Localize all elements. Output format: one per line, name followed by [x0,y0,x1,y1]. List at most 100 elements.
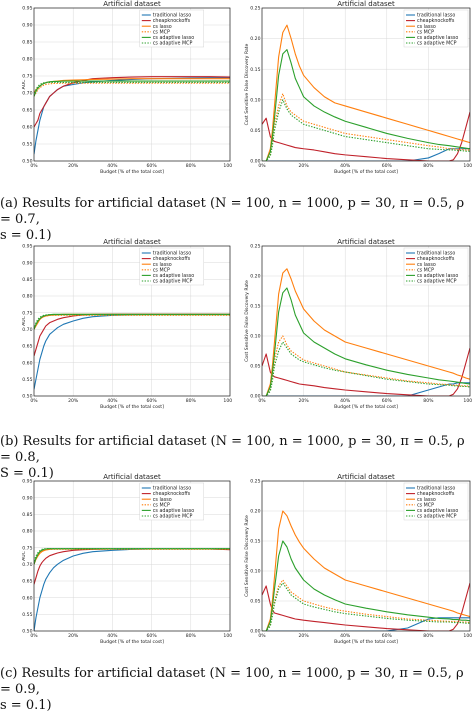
y-tick-label: 0.70 [22,327,32,333]
series-line-cs-adaptive-lasso [34,80,230,97]
series-line-cs-mcp [34,548,230,565]
legend-label: cs adaptive lasso [417,35,458,41]
legend-label: traditional lasso [153,251,191,257]
chart-title: Artificial dataset [337,238,395,246]
y-tick-label: 0.05 [250,364,260,370]
y-tick-label: 0.05 [250,599,260,605]
y-tick-label: 0.85 [22,40,32,46]
y-tick-label: 0.50 [22,394,32,400]
legend-label: cheapknockoffs [417,18,455,24]
legend-label: traditional lasso [153,486,191,492]
chart-title: Artificial dataset [103,238,161,246]
legend-label: cs adaptive lasso [153,35,194,41]
legend-label: cs adaptive MCP [417,279,457,285]
y-axis-label: AUC [22,80,27,90]
y-tick-label: 0.75 [22,74,32,80]
series-line-cs-lasso [262,24,470,161]
series-line-cs-adaptive-mcp [34,314,230,330]
legend-label: traditional lasso [417,251,455,257]
y-axis-label: Cost Sensitive False Discovery Rate [244,43,250,125]
legend-label: cs adaptive MCP [417,41,457,47]
legend-label: cs adaptive MCP [153,41,193,47]
x-tick-label: 0% [258,398,266,404]
y-tick-label: 0.80 [22,294,32,300]
y-tick-label: 0.60 [22,595,32,601]
legend-label: traditional lasso [417,486,455,492]
y-axis-label: Cost Sensitive False Discovery Rate [244,515,250,597]
y-tick-label: 0.95 [22,244,32,250]
y-tick-label: 0.25 [250,244,260,250]
plot-frame [261,245,471,397]
plot-frame [261,480,471,632]
legend-label: cs adaptive MCP [153,279,193,285]
legend-label: cs adaptive lasso [417,273,458,279]
x-tick-label: 20% [298,633,309,639]
series-line-cs-adaptive-mcp [34,81,230,94]
x-tick-label: 60% [146,398,157,404]
series-line-cs-lasso [262,268,470,396]
y-tick-label: 0.10 [250,569,260,575]
x-tick-label: 0% [30,633,38,639]
series-line-traditional-lasso [262,617,470,631]
legend-label: cs MCP [153,502,170,508]
legend-label: traditional lasso [417,13,455,19]
caption-a: (a) Results for artificial dataset (N = … [0,196,465,243]
y-tick-label: 0.65 [22,108,32,114]
y-axis-label: AUC [22,551,27,561]
y-tick-label: 0.60 [22,125,32,131]
y-axis-label: AUC [22,316,27,326]
chart-title: Artificial dataset [337,473,395,481]
series-line-cs-adaptive-lasso [262,540,470,631]
y-tick-label: 0.00 [250,394,260,400]
series-line-cs-mcp [262,579,470,631]
caption-c: (c) Results for artificial dataset (N = … [0,666,464,713]
x-tick-label: 100% [463,398,472,404]
y-tick-label: 0.80 [22,57,32,63]
legend-label: cs lasso [417,24,436,30]
x-axis-label: Budget [% of the total cost] [100,404,164,410]
series-line-cheapknockoffs [262,347,470,396]
legend-label: cs adaptive lasso [153,273,194,279]
x-tick-label: 60% [146,633,157,639]
y-tick-label: 0.55 [22,612,32,618]
x-tick-label: 80% [186,633,197,639]
x-tick-label: 20% [298,163,309,169]
series-line-cheapknockoffs [262,111,470,161]
legend-label: cs adaptive lasso [417,508,458,514]
x-tick-label: 60% [146,163,157,169]
x-tick-label: 20% [68,163,79,169]
y-tick-label: 0.85 [22,512,32,518]
legend-label: cheapknockoffs [153,491,191,497]
x-tick-label: 20% [298,398,309,404]
legend-label: cs adaptive lasso [153,508,194,514]
y-tick-label: 0.80 [22,529,32,535]
series-line-cs-adaptive-mcp [262,582,470,631]
legend-label: cs MCP [153,267,170,273]
x-axis-label: Budget [% of the total cost] [100,169,164,175]
series-line-cheapknockoffs [262,582,470,631]
x-tick-label: 80% [423,398,434,404]
y-tick-label: 0.85 [22,277,32,283]
x-axis-label: Budget [% of the total cost] [334,404,398,410]
x-tick-label: 60% [382,398,393,404]
y-tick-label: 0.95 [22,6,32,12]
y-tick-label: 0.50 [22,629,32,635]
x-tick-label: 20% [68,633,79,639]
chart-panel-4: Artificial dataset 0% 20% 40% 60% 80% 100% 0.00… [244,238,472,410]
y-tick-label: 0.10 [250,97,260,103]
series-line-cs-adaptive-mcp [262,99,470,161]
legend-label: cheapknockoffs [153,256,191,262]
legend-label: cheapknockoffs [153,18,191,24]
x-tick-label: 40% [340,163,351,169]
series-line-cs-lasso [34,313,230,330]
x-axis-label: Budget [% of the total cost] [334,639,398,645]
legend-label: cs lasso [417,497,436,503]
x-tick-label: 0% [30,163,38,169]
legend-label: traditional lasso [153,13,191,19]
series-line-cs-mcp [262,335,470,396]
chart-panel-5: Artificial dataset 0% 20% 40% 60% 80% 100% 0.50… [22,473,232,645]
legend-label: cs MCP [417,29,434,35]
